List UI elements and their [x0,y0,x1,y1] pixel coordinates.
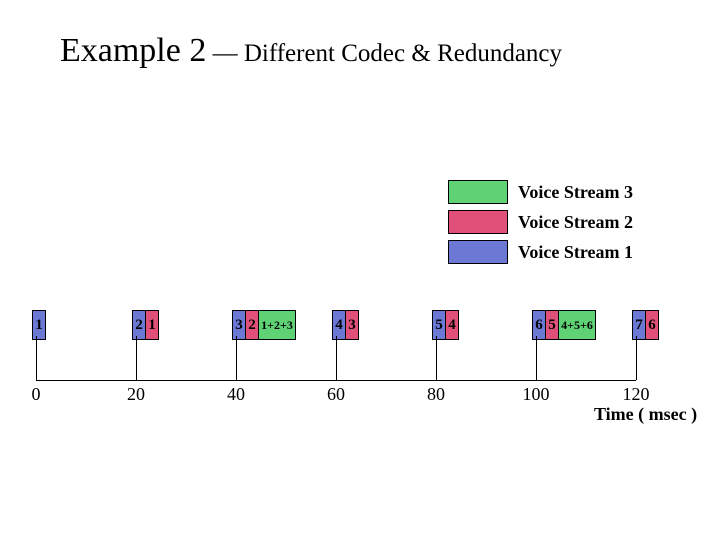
page-title: Example 2 — Different Codec & Redundancy [60,32,562,70]
axis-tick-label: 100 [523,384,550,405]
legend-label: Voice Stream 1 [518,242,633,263]
packet-block: 2 [245,310,259,340]
axis-tick [536,336,537,380]
packet-block: 1 [32,310,46,340]
chart: 121321+2+34354654+5+676 020406080100120T… [36,310,686,450]
axis-tick [236,336,237,380]
axis-line [336,380,436,381]
axis-tick [436,336,437,380]
packet-block: 1 [145,310,159,340]
legend: Voice Stream 3 Voice Stream 2 Voice Stream… [448,180,633,270]
axis-tick-label: 0 [32,384,41,405]
axis-label: Time ( msec ) [594,404,697,425]
title-main: Example 2 [60,32,206,69]
packet-block: 7 [632,310,646,340]
title-sub: — Different Codec & Redundancy [206,40,562,67]
axis-line [436,380,536,381]
packet-block: 4 [332,310,346,340]
legend-row: Voice Stream 1 [448,240,633,264]
legend-row: Voice Stream 3 [448,180,633,204]
axis-tick [636,336,637,380]
packet-block: 1+2+3 [258,310,296,340]
axis-line [36,380,136,381]
packet-block: 3 [345,310,359,340]
packet-block: 4 [445,310,459,340]
axis-tick-label: 60 [327,384,345,405]
packet-block: 5 [545,310,559,340]
legend-swatch [448,210,508,234]
axis-tick-label: 120 [623,384,650,405]
legend-swatch [448,180,508,204]
axis-line [136,380,236,381]
legend-label: Voice Stream 2 [518,212,633,233]
axis-line [236,380,336,381]
axis-tick-label: 80 [427,384,445,405]
packet-block: 4+5+6 [558,310,596,340]
packet-block: 6 [532,310,546,340]
axis-tick-label: 20 [127,384,145,405]
packet-block: 3 [232,310,246,340]
axis-line [536,380,636,381]
packet-block: 2 [132,310,146,340]
axis-tick-label: 40 [227,384,245,405]
legend-row: Voice Stream 2 [448,210,633,234]
legend-label: Voice Stream 3 [518,182,633,203]
axis-tick [136,336,137,380]
axis-tick [36,336,37,380]
packet-block: 6 [645,310,659,340]
packet-block: 5 [432,310,446,340]
axis-tick [336,336,337,380]
legend-swatch [448,240,508,264]
